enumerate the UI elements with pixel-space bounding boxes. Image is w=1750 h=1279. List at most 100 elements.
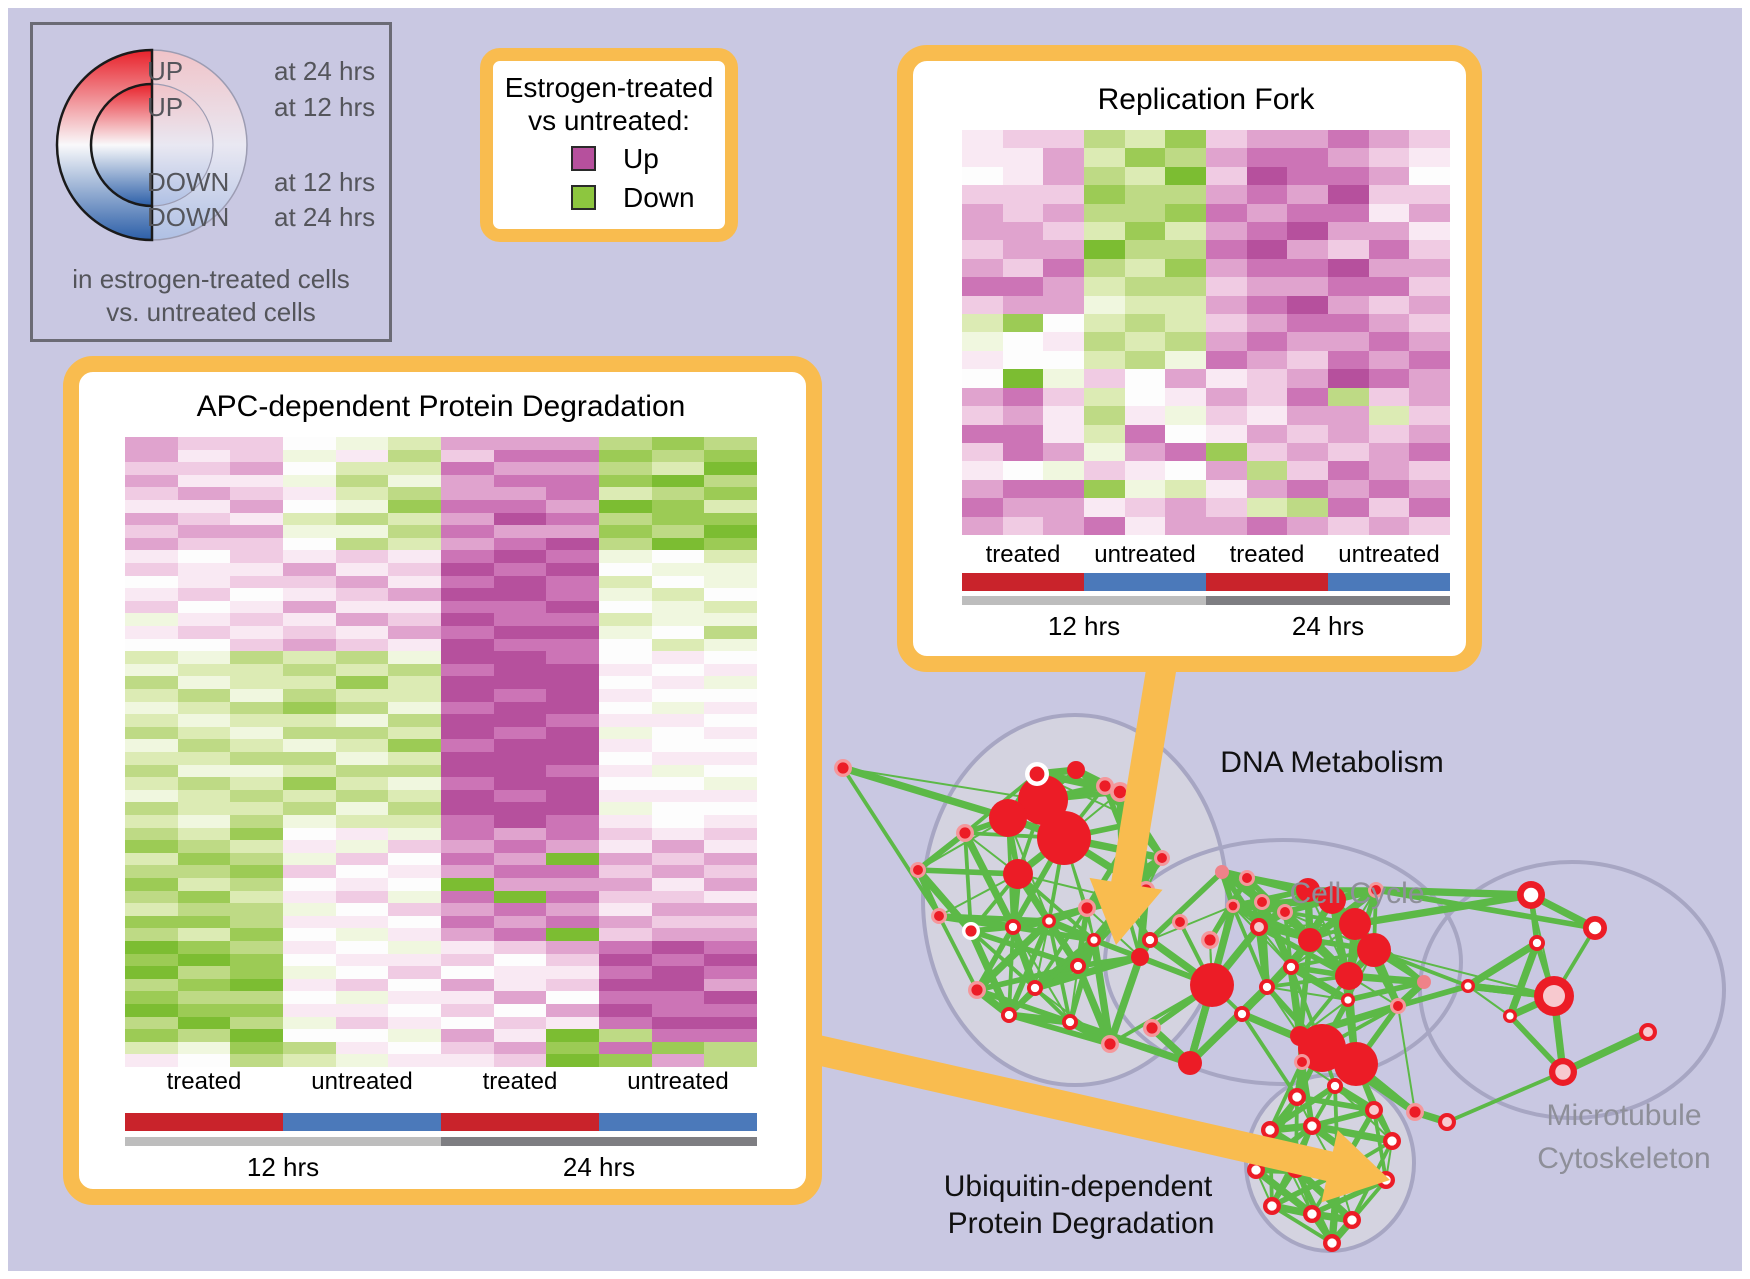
heatmap-cell — [1043, 148, 1084, 167]
heatmap-cell — [1165, 461, 1206, 480]
heatmap-cell — [177, 563, 231, 576]
heatmap-cell — [388, 1054, 441, 1067]
heatmap-cell — [125, 714, 178, 727]
heatmap-cell — [1328, 314, 1369, 333]
gene-node — [1204, 934, 1216, 946]
heatmap-cell — [125, 827, 178, 841]
gene-node — [1018, 775, 1068, 825]
heatmap-cell — [704, 663, 757, 677]
heatmap-cell — [1124, 277, 1166, 296]
heatmap-cell — [493, 449, 547, 463]
heatmap-cell — [441, 815, 494, 828]
heatmap-cell — [125, 941, 178, 954]
heatmap-cell — [283, 512, 336, 526]
time-color-bars — [962, 596, 1450, 605]
heatmap-cell — [1328, 258, 1369, 278]
heatmap-cell — [125, 777, 178, 790]
heatmap-cell — [704, 437, 757, 450]
heatmap-cell — [651, 865, 705, 878]
heatmap-cell — [704, 928, 757, 941]
heatmap-cell — [1165, 130, 1206, 149]
heatmap-cell — [230, 663, 283, 677]
treated-bar — [1206, 573, 1328, 591]
heatmap-cell — [1002, 442, 1044, 462]
heatmap-cell — [1206, 442, 1247, 462]
heatmap-cell — [125, 915, 178, 929]
heatmap-cell — [546, 638, 599, 652]
heatmap-cell — [125, 550, 178, 563]
heatmap-cell — [1002, 369, 1044, 388]
arrow-head-dna-metabolism-cluster — [1089, 877, 1163, 945]
heatmap-cell — [125, 840, 178, 853]
heatmap-cell — [704, 953, 757, 967]
heatmap-cell — [177, 462, 231, 475]
heatmap-cell — [177, 827, 231, 841]
heatmap-cell — [1287, 406, 1328, 425]
heatmap-cell — [388, 739, 441, 752]
gene-node — [913, 865, 923, 875]
heatmap-cell — [1409, 258, 1450, 278]
heatmap-cell — [1124, 350, 1166, 370]
heatmap-cell — [230, 462, 283, 475]
heatmap-cell — [1409, 424, 1450, 443]
heatmap-cell — [1246, 406, 1288, 425]
heatmap-cell — [1328, 498, 1369, 517]
heatmap-cell — [177, 550, 231, 563]
heatmap-cell — [1246, 350, 1288, 370]
heatmap-cell — [283, 689, 336, 702]
heatmap-cell — [441, 991, 494, 1004]
heatmap-cell — [1287, 295, 1328, 315]
heatmap-cell — [230, 676, 283, 689]
heatmap-cell — [388, 915, 441, 929]
heatmap-cell — [283, 638, 336, 652]
heatmap-cell — [230, 701, 283, 715]
heatmap-cell — [1246, 479, 1288, 499]
heatmap-cell — [493, 726, 547, 740]
heatmap-cell — [1206, 203, 1247, 223]
heatmap-cell — [704, 991, 757, 1004]
heatmap-cell — [493, 651, 547, 664]
heatmap-cell — [335, 500, 389, 513]
gene-node — [1292, 1092, 1302, 1102]
heatmap-cell — [599, 701, 652, 715]
heatmap-cell — [599, 802, 652, 815]
heatmap-cell — [230, 512, 283, 526]
heatmap-cell — [704, 789, 757, 803]
heatmap-cell — [1124, 314, 1166, 333]
heatmap-cell — [177, 752, 231, 765]
heatmap-cell — [177, 525, 231, 538]
network-edge — [1310, 1177, 1388, 1217]
down-color-swatch — [571, 185, 596, 210]
heatmap-cell — [704, 714, 757, 727]
heatmap-cell — [546, 941, 599, 954]
heatmap-cell — [1328, 442, 1369, 462]
heatmap-cell — [546, 991, 599, 1004]
heatmap-cell — [1084, 277, 1125, 296]
heatmap-cell — [335, 613, 389, 626]
heatmap-cell — [1328, 295, 1369, 315]
heatmap-cell — [283, 978, 336, 992]
heatmap-cell — [1206, 277, 1247, 296]
heatmap-cell — [441, 512, 494, 526]
heatmap-cell — [1124, 203, 1166, 223]
heatmap-cell — [125, 1029, 178, 1042]
heatmap-cell — [1084, 314, 1125, 333]
gene-node — [959, 827, 971, 839]
heatmap-cell — [283, 739, 336, 752]
heatmap-cell — [335, 638, 389, 652]
heatmap-cell — [1287, 498, 1328, 517]
heatmap-cell — [335, 840, 389, 853]
heatmap-cell — [441, 626, 494, 639]
heatmap-cell — [599, 915, 652, 929]
gene-node — [1464, 982, 1472, 990]
heatmap-cell — [599, 714, 652, 727]
gene-node — [1280, 907, 1290, 917]
heatmap-cell — [283, 789, 336, 803]
heatmap-cell — [1409, 185, 1450, 204]
heatmap-cell — [441, 638, 494, 652]
heatmap-cell — [1206, 350, 1247, 370]
heatmap-cell — [177, 852, 231, 866]
network-edge — [1372, 1109, 1388, 1181]
heatmap-cell — [441, 449, 494, 463]
heatmap-cell — [704, 815, 757, 828]
